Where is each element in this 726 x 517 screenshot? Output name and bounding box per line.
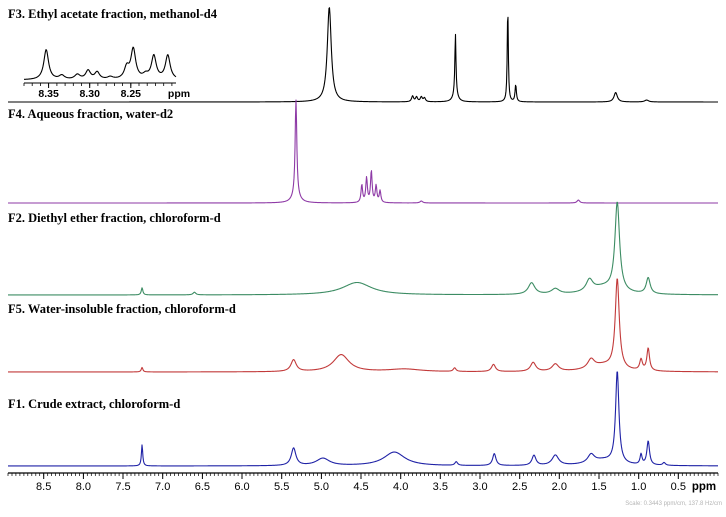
- inset-axis-unit: ppm: [168, 88, 190, 100]
- x-axis-tick-label: 6.0: [234, 481, 249, 493]
- x-axis-tick-label: 7.0: [155, 481, 170, 493]
- x-axis-tick-label: 3.0: [472, 481, 487, 493]
- inset-tick-label: 8.35: [38, 88, 59, 100]
- x-axis-tick-label: 1.0: [631, 481, 646, 493]
- x-axis-tick-label: 5.0: [314, 481, 329, 493]
- inset-tick-label: 8.30: [79, 88, 100, 100]
- x-axis-tick-label: 7.5: [115, 481, 130, 493]
- spectrum-label-f4-aqueous-fraction-water-d2: F4. Aqueous fraction, water-d2: [8, 107, 173, 121]
- x-axis-tick-label: 5.5: [274, 481, 289, 493]
- x-axis-unit-label: ppm: [692, 481, 716, 493]
- x-axis-tick-label: 4.0: [393, 481, 408, 493]
- inset-zoom-group: 8.35 8.30 8.25 ppm: [23, 46, 190, 100]
- x-axis-tick-label: 2.0: [552, 481, 567, 493]
- x-axis-tick-label: 1.5: [591, 481, 606, 493]
- x-axis-tick-label: 6.5: [195, 481, 210, 493]
- spectrum-trace-f2-diethyl-ether-fraction-chloroform-d: [7, 201, 719, 296]
- spectra-traces-group: [7, 7, 719, 467]
- x-axis-tick-label: 2.5: [512, 481, 527, 493]
- inset-spectrum-trace: [23, 46, 177, 80]
- ppm-axis-group: 8.5 8.0 7.5 7.0 6.5 6.0 5.5 5.0 4.5 4.0 3.5 3.0 2.5 2…: [7, 472, 722, 507]
- spectrum-label-f5-water-insoluble-fraction-chloroform-d: F5. Water-insoluble fraction, chloroform…: [8, 302, 236, 316]
- x-axis-tick-label: 8.0: [76, 481, 91, 493]
- spectrum-label-f1-crude-extract-chloroform-d: F1. Crude extract, chloroform-d: [8, 397, 180, 411]
- x-axis-tick-label: 8.5: [36, 481, 51, 493]
- spectrum-label-f3-ethyl-acetate-fraction-methanol-d4: F3. Ethyl acetate fraction, methanol-d4: [8, 7, 218, 21]
- spectrum-trace-f4-aqueous-fraction-water-d2: [7, 99, 719, 204]
- x-axis-tick-label: 4.5: [353, 481, 368, 493]
- spectrum-labels-group: F3. Ethyl acetate fraction, methanol-d4 F…: [8, 7, 236, 411]
- scale-note: Scale: 0.3443 ppm/cm, 137.8 Hz/cm: [625, 501, 722, 507]
- x-axis-tick-label: 3.5: [433, 481, 448, 493]
- spectrum-trace-f5-water-insoluble-fraction-chloroform-d: [7, 278, 719, 373]
- spectrum-trace-f3-ethyl-acetate-fraction-methanol-d4: [7, 7, 719, 103]
- inset-tick-label: 8.25: [121, 88, 142, 100]
- x-axis-tick-label: 0.5: [671, 481, 686, 493]
- spectrum-trace-f1-crude-extract-chloroform-d: [7, 371, 719, 467]
- spectrum-label-f2-diethyl-ether-fraction-chloroform-d: F2. Diethyl ether fraction, chloroform-d: [8, 211, 221, 225]
